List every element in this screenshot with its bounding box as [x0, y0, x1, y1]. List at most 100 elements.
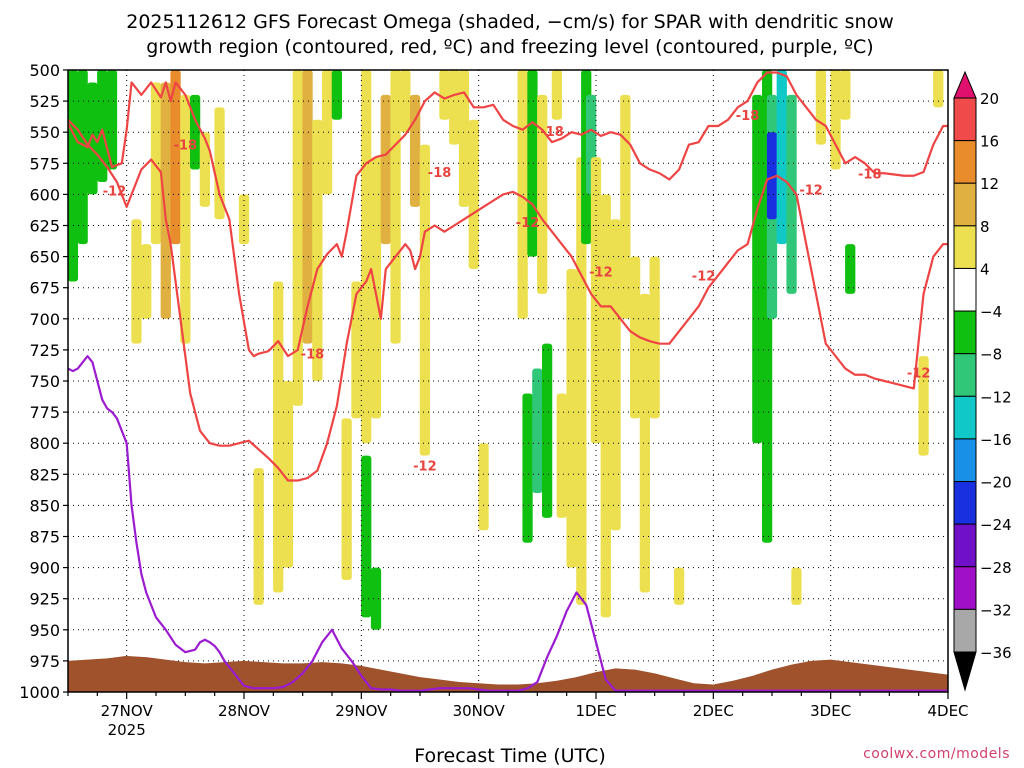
chart-title-line-1: 2025112612 GFS Forecast Omega (shaded, −… — [126, 11, 894, 33]
omega-cell-53 — [610, 219, 621, 531]
y-tick-label-750: 750 — [29, 372, 60, 391]
omega-cell-8 — [160, 82, 171, 319]
omega-cell-10 — [180, 94, 191, 344]
colorbar-label-11: −28 — [980, 559, 1012, 577]
colorbar-label-12: −32 — [980, 601, 1012, 619]
freezing-level-contour — [68, 355, 948, 692]
colorbar-label-0: 20 — [980, 90, 999, 108]
omega-cell-69 — [845, 244, 856, 294]
omega-cell-33 — [370, 567, 382, 630]
y-tick-label-925: 925 — [29, 590, 60, 609]
omega-cell-6 — [141, 244, 152, 319]
contour-labels: -18 -12 -18 -18 -18 -12 -12 -12 -12 -18 -12 -18 -12 — [103, 109, 931, 475]
omega-cell-7 — [150, 82, 162, 245]
omega-cell-32 — [361, 455, 372, 618]
contour-label-10: -12 — [799, 183, 823, 198]
colorbar-label-2: 12 — [980, 175, 999, 193]
omega-cell-45 — [551, 70, 563, 120]
omega-cell-14 — [238, 194, 250, 245]
contour-label-11: -18 — [858, 167, 882, 182]
y-axis: 500 525 550 575 600 625 650 675 700 725 750 775 800 8… — [19, 61, 68, 702]
omega-cell-34 — [439, 70, 450, 120]
omega-cell-13 — [214, 107, 225, 220]
omega-shading — [68, 70, 944, 630]
omega-cell-18 — [292, 70, 303, 406]
omega-cell-21 — [321, 70, 333, 195]
omega-cell-42 — [541, 343, 553, 518]
omega-cell-22 — [331, 70, 343, 120]
y-tick-label-600: 600 — [29, 185, 60, 204]
omega-cell-16 — [273, 281, 284, 593]
y-tick-label-900: 900 — [29, 559, 60, 578]
omega-cell-66 — [815, 70, 827, 145]
omega-cell-38 — [478, 443, 489, 531]
y-tick-label-825: 825 — [29, 465, 60, 484]
omega-cell-25 — [361, 70, 372, 444]
colorbar-box-4 — [953, 267, 977, 312]
colorbar-box-7 — [953, 395, 977, 440]
omega-cell-54 — [620, 94, 631, 319]
contour-label-9: -18 — [736, 109, 760, 124]
contour-label-3: -18 — [301, 348, 325, 363]
colorbar-box-10 — [953, 523, 977, 568]
y-tick-label-775: 775 — [29, 403, 60, 422]
contour-label-8: -12 — [692, 269, 716, 284]
contour-label-0: -18 — [174, 139, 198, 154]
contour-label-1: -12 — [103, 185, 127, 200]
omega-cell-62 — [766, 132, 778, 220]
omega-cell-29 — [400, 70, 411, 133]
omega-cell-68 — [840, 70, 851, 120]
colorbar-label-9: −20 — [980, 474, 1012, 492]
colorbar-box-12 — [953, 608, 977, 653]
omega-cell-3 — [97, 70, 108, 182]
x-tick-sublabel-27NOV: 2025 — [108, 721, 146, 739]
y-tick-label-500: 500 — [29, 61, 60, 80]
y-tick-label-700: 700 — [29, 310, 60, 329]
omega-cell-12 — [199, 132, 211, 207]
contour-label-4: -18 — [540, 125, 564, 140]
colorbar-box-0 — [953, 97, 977, 142]
colorbar-label-3: 8 — [980, 218, 990, 236]
omega-cell-65 — [791, 567, 802, 605]
chart-title-line-2: growth region (contoured, red, ºC) and f… — [146, 36, 873, 58]
omega-cell-44 — [537, 94, 548, 294]
terrain-fill — [68, 655, 948, 692]
omega-cell-19 — [302, 70, 313, 344]
colorbar-box-2 — [953, 182, 977, 227]
omega-cell-36 — [458, 70, 470, 207]
colorbar-label-6: −8 — [980, 346, 1002, 364]
omega-cell-46 — [556, 393, 567, 518]
y-tick-label-625: 625 — [29, 217, 60, 236]
colorbar: 20 16 12 8 4 −4 −8 −12 −16 −20 −24 −28 −32 −36 — [953, 70, 1012, 692]
omega-cell-63 — [776, 70, 787, 245]
y-tick-label-975: 975 — [29, 652, 60, 671]
omega-cell-31 — [419, 144, 431, 456]
omega-cell-64 — [786, 94, 797, 294]
colorbar-label-5: −4 — [980, 303, 1002, 321]
colorbar-label-1: 16 — [980, 133, 999, 151]
contour-lines — [68, 71, 948, 692]
omega-cell-67 — [830, 70, 841, 170]
omega-cell-39 — [517, 70, 528, 319]
colorbar-top-arrow — [953, 70, 977, 99]
omega-cell-40 — [522, 393, 533, 543]
colorbar-bottom-arrow — [953, 651, 977, 692]
omega-cell-56 — [639, 293, 651, 593]
omega-cell-55 — [629, 256, 641, 419]
contour-label-7: -12 — [589, 266, 613, 281]
omega-cell-23 — [341, 418, 352, 581]
dgz-minus18-contour — [68, 71, 948, 358]
omega-cell-41 — [532, 368, 543, 493]
x-tick-label-2DEC: 2DEC — [693, 702, 734, 720]
credit-text[interactable]: coolwx.com/models — [863, 746, 1010, 762]
y-tick-label-875: 875 — [29, 528, 60, 547]
dgz-minus12-contour — [68, 118, 948, 482]
colorbar-box-8 — [953, 438, 977, 483]
omega-cell-71 — [933, 70, 944, 108]
x-tick-label-1DEC: 1DEC — [575, 702, 616, 720]
x-tick-label-29NOV: 29NOV — [335, 702, 388, 720]
terrain-surface — [68, 655, 948, 692]
omega-cell-28 — [390, 70, 401, 344]
